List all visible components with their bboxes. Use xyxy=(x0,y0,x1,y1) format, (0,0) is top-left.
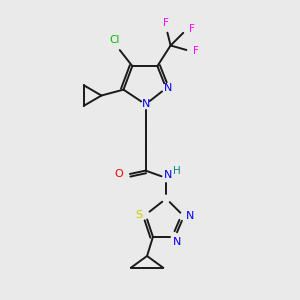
Text: N: N xyxy=(164,83,172,93)
Text: Cl: Cl xyxy=(110,34,120,45)
Text: S: S xyxy=(136,210,143,220)
Text: F: F xyxy=(163,18,169,28)
Text: N: N xyxy=(141,99,150,110)
Text: F: F xyxy=(189,24,195,34)
Text: H: H xyxy=(172,167,180,176)
Text: N: N xyxy=(173,237,182,247)
Text: F: F xyxy=(193,46,199,56)
Text: O: O xyxy=(115,169,124,179)
Text: N: N xyxy=(186,211,194,221)
Text: N: N xyxy=(164,170,172,180)
